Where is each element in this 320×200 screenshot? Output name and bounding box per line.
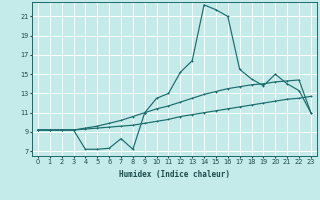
X-axis label: Humidex (Indice chaleur): Humidex (Indice chaleur): [119, 170, 230, 179]
